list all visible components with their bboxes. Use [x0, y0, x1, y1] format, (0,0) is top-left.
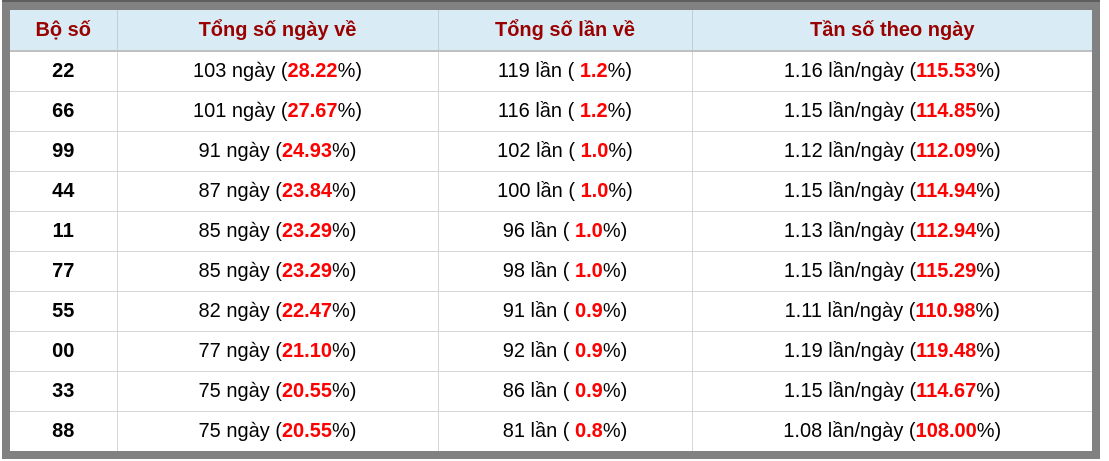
header-pair-number: Bộ số [10, 10, 118, 52]
cell-total-times: 81 lần ( 0.8%) [438, 411, 693, 451]
percentage-value: 24.93 [281, 140, 332, 162]
cell-pair-number: 99 [10, 131, 118, 172]
table-row: 77 85 ngày (23.29%) 98 lần ( 1.0%) 1.15 lần… [10, 251, 1092, 292]
cell-frequency-per-day: 1.16 lần/ngày (115.53%) [692, 51, 1092, 92]
percentage-value: 1.0 [575, 260, 603, 282]
percentage-value: 108.00 [915, 420, 977, 442]
percentage-value: 114.85 [916, 100, 977, 122]
cell-frequency-per-day: 1.12 lần/ngày (112.09%) [692, 131, 1092, 172]
cell-total-times: 102 lần ( 1.0%) [438, 131, 693, 172]
percentage-value: 22.47 [281, 300, 332, 322]
cell-total-days: 77 ngày (21.10%) [117, 331, 439, 372]
table-body: 22 103 ngày (28.22%) 119 lần ( 1.2%) 1.16 l… [10, 51, 1092, 451]
cell-total-days: 91 ngày (24.93%) [117, 131, 439, 172]
percentage-value: 114.67 [916, 380, 977, 402]
cell-total-times: 100 lần ( 1.0%) [438, 171, 693, 212]
percentage-value: 1.0 [575, 220, 603, 242]
lottery-pair-stats-table: Bộ số Tổng số ngày về Tổng số lần về Tần… [10, 10, 1092, 451]
percentage-value: 110.98 [915, 300, 976, 322]
cell-pair-number: 11 [10, 211, 118, 252]
percentage-value: 23.84 [281, 180, 332, 202]
cell-total-days: 87 ngày (23.84%) [117, 171, 439, 212]
percentage-value: 112.94 [916, 220, 977, 242]
cell-frequency-per-day: 1.13 lần/ngày (112.94%) [692, 211, 1092, 252]
cell-frequency-per-day: 1.15 lần/ngày (114.94%) [692, 171, 1092, 212]
cell-total-days: 85 ngày (23.29%) [117, 211, 439, 252]
table-row: 44 87 ngày (23.84%) 100 lần ( 1.0%) 1.15 lầ… [10, 171, 1092, 212]
cell-frequency-per-day: 1.08 lần/ngày (108.00%) [692, 411, 1092, 451]
percentage-value: 0.9 [575, 300, 603, 322]
percentage-value: 1.2 [579, 100, 608, 122]
cell-total-days: 75 ngày (20.55%) [117, 371, 439, 412]
cell-total-times: 92 lần ( 0.9%) [438, 331, 693, 372]
percentage-value: 115.29 [916, 260, 977, 282]
percentage-value: 0.8 [575, 420, 603, 442]
cell-pair-number: 55 [10, 291, 118, 332]
percentage-value: 20.55 [281, 420, 332, 442]
cell-total-times: 119 lần ( 1.2%) [438, 51, 693, 92]
cell-frequency-per-day: 1.11 lần/ngày (110.98%) [692, 291, 1092, 332]
table-row: 00 77 ngày (21.10%) 92 lần ( 0.9%) 1.19 lần… [10, 331, 1092, 372]
cell-total-times: 91 lần ( 0.9%) [438, 291, 693, 332]
table-row: 66 101 ngày (27.67%) 116 lần ( 1.2%) 1.15 l… [10, 91, 1092, 132]
cell-pair-number: 22 [10, 51, 118, 92]
percentage-value: 119.48 [916, 340, 977, 362]
cell-total-times: 98 lần ( 1.0%) [438, 251, 693, 292]
cell-pair-number: 00 [10, 331, 118, 372]
cell-total-times: 96 lần ( 1.0%) [438, 211, 693, 252]
percentage-value: 112.09 [916, 140, 977, 162]
cell-total-times: 86 lần ( 0.9%) [438, 371, 693, 412]
percentage-value: 28.22 [287, 60, 338, 82]
percentage-value: 1.2 [579, 60, 608, 82]
cell-frequency-per-day: 1.15 lần/ngày (114.85%) [692, 91, 1092, 132]
cell-total-days: 82 ngày (22.47%) [117, 291, 439, 332]
cell-pair-number: 77 [10, 251, 118, 292]
percentage-value: 21.10 [281, 340, 332, 362]
cell-pair-number: 66 [10, 91, 118, 132]
percentage-value: 1.0 [580, 180, 609, 202]
cell-pair-number: 33 [10, 371, 118, 412]
percentage-value: 23.29 [281, 220, 332, 242]
cell-total-times: 116 lần ( 1.2%) [438, 91, 693, 132]
percentage-value: 27.67 [287, 100, 338, 122]
header-frequency-per-day: Tần số theo ngày [692, 10, 1092, 52]
cell-frequency-per-day: 1.15 lần/ngày (114.67%) [692, 371, 1092, 412]
percentage-value: 115.53 [916, 60, 977, 82]
header-total-days: Tổng số ngày về [117, 10, 439, 52]
table-row: 99 91 ngày (24.93%) 102 lần ( 1.0%) 1.12 lầ… [10, 131, 1092, 172]
percentage-value: 20.55 [281, 380, 332, 402]
cell-total-days: 85 ngày (23.29%) [117, 251, 439, 292]
cell-total-days: 103 ngày (28.22%) [117, 51, 439, 92]
table-row: 55 82 ngày (22.47%) 91 lần ( 0.9%) 1.11 lần… [10, 291, 1092, 332]
header-total-times: Tổng số lần về [438, 10, 693, 52]
cell-frequency-per-day: 1.19 lần/ngày (119.48%) [692, 331, 1092, 372]
cell-frequency-per-day: 1.15 lần/ngày (115.29%) [692, 251, 1092, 292]
header-row: Bộ số Tổng số ngày về Tổng số lần về Tần… [10, 10, 1092, 52]
cell-total-days: 75 ngày (20.55%) [117, 411, 439, 451]
percentage-value: 0.9 [575, 340, 603, 362]
percentage-value: 1.0 [580, 140, 609, 162]
table-row: 88 75 ngày (20.55%) 81 lần ( 0.8%) 1.08 lần… [10, 411, 1092, 451]
percentage-value: 0.9 [575, 380, 603, 402]
cell-pair-number: 44 [10, 171, 118, 212]
cell-pair-number: 88 [10, 411, 118, 451]
table-row: 11 85 ngày (23.29%) 96 lần ( 1.0%) 1.13 lần… [10, 211, 1092, 252]
table-row: 33 75 ngày (20.55%) 86 lần ( 0.9%) 1.15 lần… [10, 371, 1092, 412]
percentage-value: 23.29 [281, 260, 332, 282]
table-row: 22 103 ngày (28.22%) 119 lần ( 1.2%) 1.16 l… [10, 51, 1092, 92]
cell-total-days: 101 ngày (27.67%) [117, 91, 439, 132]
percentage-value: 114.94 [916, 180, 977, 202]
